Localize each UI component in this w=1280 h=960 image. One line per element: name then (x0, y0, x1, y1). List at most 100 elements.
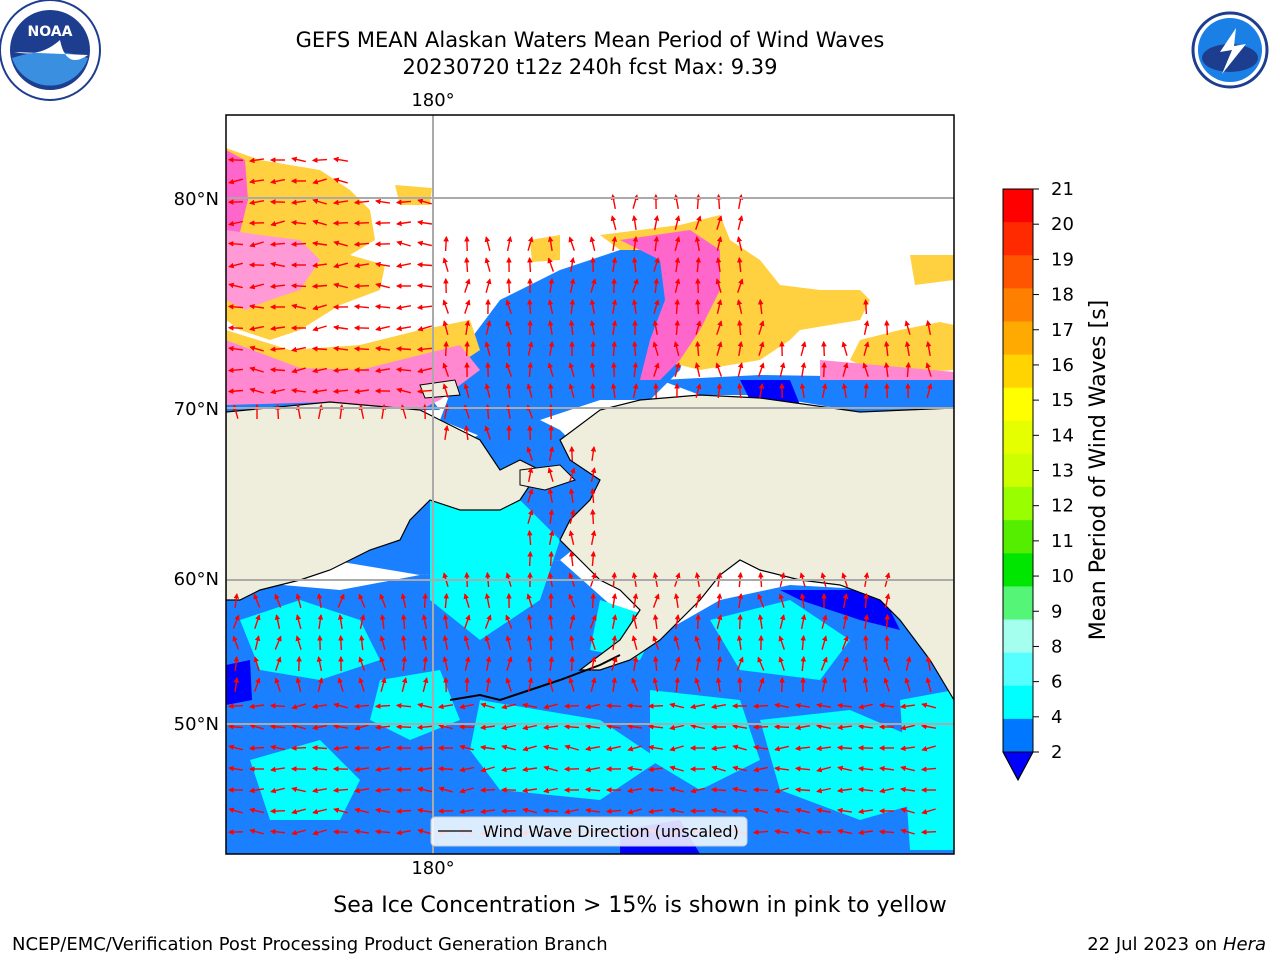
wave-direction-arrow (757, 593, 765, 608)
colorbar: 21 20 19 18 17 16 15 14 13 12 11 10 9 8 6 4 2 (1002, 179, 1074, 782)
wave-direction-arrow (794, 787, 811, 793)
colorbar-segment (1003, 520, 1033, 554)
wave-direction-arrow (443, 235, 449, 252)
wave-direction-arrow (291, 703, 306, 710)
wave-direction-arrow (542, 724, 558, 731)
wave-direction-arrow (920, 766, 937, 773)
wave-direction-arrow (501, 703, 516, 710)
wave-direction-arrow (568, 677, 575, 692)
wave-direction-arrow (254, 635, 261, 650)
wave-direction-arrow (673, 592, 680, 609)
colorbar-tick-label: 14 (1051, 425, 1074, 446)
wave-direction-arrow (417, 702, 432, 709)
wave-direction-arrow (800, 634, 807, 651)
wave-direction-arrow (774, 787, 789, 794)
wave-direction-arrow (543, 744, 559, 751)
wave-direction-arrow (773, 765, 789, 772)
wave-direction-arrow (590, 508, 596, 525)
wave-direction-arrow (547, 613, 554, 630)
wave-direction-arrow (463, 635, 470, 650)
wave-direction-arrow (463, 593, 470, 608)
wave-direction-arrow (400, 593, 407, 608)
wave-direction-arrow (631, 298, 638, 315)
wave-direction-arrow (249, 325, 265, 332)
wave-direction-arrow (443, 592, 450, 609)
wave-direction-arrow (380, 677, 387, 692)
colorbar-label: Mean Period of Wind Waves [s] (1086, 300, 1111, 640)
wave-direction-arrow (821, 340, 827, 357)
wave-direction-arrow (353, 828, 370, 835)
wave-direction-arrow (416, 807, 433, 814)
wave-direction-arrow (332, 787, 349, 794)
wave-direction-arrow (695, 320, 702, 335)
wave-direction-arrow (690, 703, 706, 710)
wave-direction-arrow (333, 177, 348, 184)
wave-direction-arrow (547, 487, 554, 504)
wave-direction-arrow (375, 282, 390, 289)
wave-direction-arrow (899, 703, 915, 710)
wave-direction-arrow (332, 220, 349, 226)
wave-direction-arrow (716, 592, 723, 608)
wave-direction-arrow (652, 635, 660, 650)
wave-direction-arrow (291, 829, 306, 836)
wave-direction-arrow (416, 304, 433, 311)
wave-direction-arrow (527, 676, 534, 693)
wave-direction-arrow (925, 677, 932, 692)
wave-direction-arrow (464, 319, 471, 336)
wave-direction-arrow (527, 361, 534, 378)
wave-direction-arrow (274, 593, 282, 608)
wave-direction-arrow (353, 262, 370, 269)
wave-direction-arrow (920, 723, 937, 730)
wave-direction-arrow (374, 787, 391, 794)
wave-direction-arrow (421, 614, 428, 630)
wave-direction-arrow (358, 656, 366, 671)
wave-direction-arrow (904, 320, 911, 335)
wave-direction-arrow (752, 787, 769, 793)
wave-direction-arrow (611, 361, 617, 378)
wave-direction-arrow (569, 614, 576, 629)
lat-60-label: 60°N (174, 569, 219, 590)
wave-direction-arrow (317, 677, 324, 692)
wave-direction-arrow (605, 703, 622, 709)
wave-direction-arrow (563, 723, 580, 730)
colorbar-segment (1003, 487, 1033, 521)
wave-direction-arrow (836, 807, 853, 814)
wave-direction-arrow (416, 262, 433, 268)
wave-direction-arrow (332, 745, 349, 752)
wave-direction-arrow (416, 346, 433, 353)
wave-direction-arrow (522, 807, 537, 814)
wave-direction-arrow (438, 786, 453, 793)
wave-direction-arrow (354, 807, 369, 814)
wave-direction-arrow (353, 388, 370, 395)
wave-direction-arrow (736, 382, 743, 399)
wave-direction-arrow (505, 320, 512, 335)
wave-direction-arrow (227, 388, 244, 394)
wave-direction-arrow (505, 677, 512, 692)
wave-direction-arrow (395, 808, 412, 814)
wave-direction-arrow (526, 593, 533, 608)
wave-direction-arrow (589, 635, 596, 650)
wave-direction-arrow (590, 677, 597, 692)
wave-direction-arrow (270, 220, 285, 227)
wave-direction-arrow (674, 656, 681, 671)
wave-direction-arrow (353, 787, 370, 794)
wave-direction-arrow (732, 765, 747, 772)
wave-direction-arrow (374, 724, 391, 731)
wave-direction-arrow (821, 383, 828, 399)
wave-direction-arrow (610, 215, 617, 230)
wave-direction-arrow (248, 703, 265, 710)
wave-direction-arrow (249, 828, 264, 835)
wave-direction-arrow (674, 676, 681, 693)
wave-direction-arrow (590, 467, 597, 482)
wave-direction-arrow (737, 592, 744, 609)
wave-direction-arrow (333, 702, 348, 709)
wave-direction-arrow (464, 340, 470, 357)
wave-direction-arrow (710, 745, 726, 752)
wave-direction-arrow (757, 362, 765, 377)
wave-direction-arrow (716, 655, 723, 672)
wave-direction-arrow (227, 303, 244, 310)
wave-direction-arrow (837, 828, 853, 835)
wave-direction-arrow (227, 723, 244, 730)
wave-direction-arrow (884, 319, 890, 336)
wave-direction-arrow (547, 235, 554, 252)
